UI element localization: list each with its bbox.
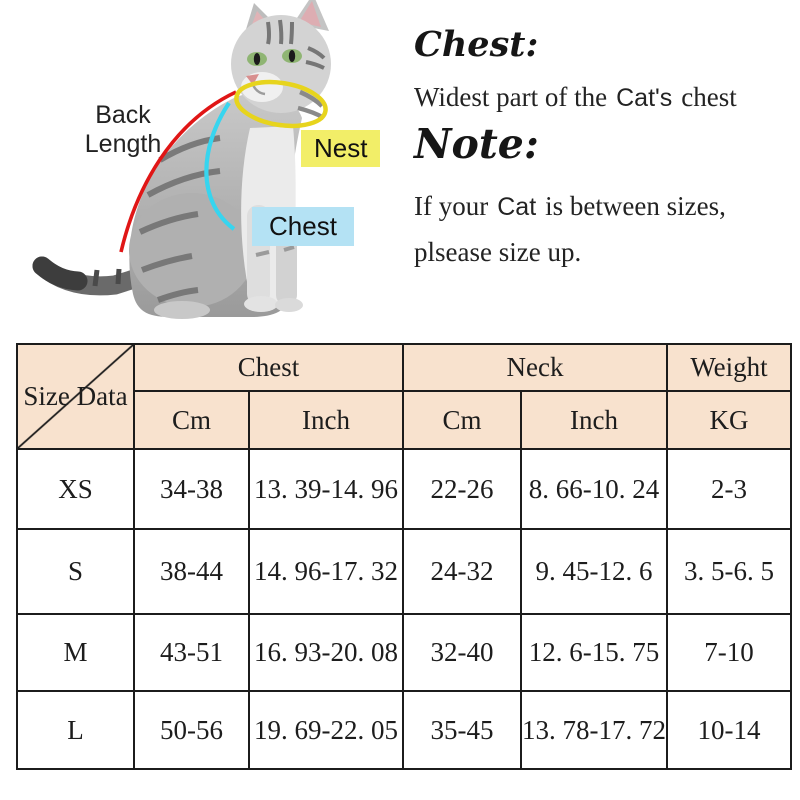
- chest-inch-cell: 19. 69-22. 05: [248, 690, 404, 770]
- cat-photo: [32, 0, 331, 319]
- back-length-label-line1: Back: [95, 101, 151, 129]
- size-cell: L: [16, 690, 135, 770]
- chest-desc-post: chest: [681, 82, 737, 112]
- neck-inch-cell: 9. 45-12. 6: [520, 528, 668, 615]
- size-cell: XS: [16, 448, 135, 530]
- chest-cm-header: Cm: [133, 390, 250, 450]
- weight-kg-cell: 7-10: [666, 613, 792, 692]
- chest-description: Widest part of the Cat's chest: [414, 82, 737, 113]
- cat-eyes: [247, 49, 302, 66]
- neck-cm-cell: 22-26: [402, 448, 522, 530]
- neck-inch-header: Inch: [520, 390, 668, 450]
- size-cell: S: [16, 528, 135, 615]
- size-data-corner-cell: Size Data: [16, 343, 135, 450]
- note-heading: Note:: [414, 120, 539, 168]
- chest-inch-cell: 16. 93-20. 08: [248, 613, 404, 692]
- note-line2: plsease size up.: [414, 237, 582, 267]
- weight-kg-cell: 10-14: [666, 690, 792, 770]
- size-cell: M: [16, 613, 135, 692]
- neck-inch-cell: 12. 6-15. 75: [520, 613, 668, 692]
- size-table-section: Size Data Chest Neck Weight Cm Inch Cm I…: [16, 343, 792, 770]
- chest-inch-cell: 14. 96-17. 32: [248, 528, 404, 615]
- note-line1-pre: If your: [414, 191, 489, 221]
- nest-label: Nest: [301, 130, 381, 167]
- neck-cm-cell: 24-32: [402, 528, 522, 615]
- weight-kg-cell: 2-3: [666, 448, 792, 530]
- chest-desc-pre: Widest part of the: [414, 82, 608, 112]
- neck-group-header: Neck: [402, 343, 668, 392]
- cat-tail: [32, 256, 160, 296]
- neck-cm-cell: 32-40: [402, 613, 522, 692]
- neck-inch-cell: 13. 78-17. 72: [520, 690, 668, 770]
- chest-inch-cell: 13. 39-14. 96: [248, 448, 404, 530]
- chest-inch-header: Inch: [248, 390, 404, 450]
- table-header-row-units: Cm Inch Cm Inch KG: [17, 390, 792, 450]
- chest-desc-cat-word: Cat's: [616, 84, 673, 112]
- weight-kg-header: KG: [666, 390, 792, 450]
- chest-cm-cell: 43-51: [133, 613, 250, 692]
- table-row: M 43-51 16. 93-20. 08 32-40 12. 6-15. 75…: [16, 613, 792, 692]
- note-text: If your Cat is between sizes, plsease size…: [414, 184, 794, 275]
- chest-girth-line: [204, 101, 236, 231]
- size-table: Size Data Chest Neck Weight Cm Inch Cm I…: [16, 343, 792, 770]
- chest-label: Chest: [252, 207, 354, 246]
- weight-kg-cell: 3. 5-6. 5: [666, 528, 792, 615]
- table-row: S 38-44 14. 96-17. 32 24-32 9. 45-12. 6 …: [16, 528, 792, 615]
- chest-cm-cell: 38-44: [133, 528, 250, 615]
- note-line1-post: is between sizes,: [545, 191, 726, 221]
- neck-cm-cell: 35-45: [402, 690, 522, 770]
- back-length-line: [119, 90, 237, 253]
- note-line1-cat-word: Cat: [497, 193, 537, 221]
- weight-group-header: Weight: [666, 343, 792, 392]
- neck-inch-cell: 8. 66-10. 24: [520, 448, 668, 530]
- back-length-label: Back Length: [58, 101, 188, 159]
- cat-nose: [246, 74, 259, 85]
- chest-cm-cell: 50-56: [133, 690, 250, 770]
- chest-cm-cell: 34-38: [133, 448, 250, 530]
- chest-group-header: Chest: [133, 343, 404, 392]
- back-length-label-line2: Length: [84, 130, 162, 158]
- cat-measurement-diagram: Back Length Nest Chest: [0, 0, 400, 335]
- table-row: XS 34-38 13. 39-14. 96 22-26 8. 66-10. 2…: [16, 448, 792, 530]
- neck-ring: [234, 79, 328, 129]
- table-row: L 50-56 19. 69-22. 05 35-45 13. 78-17. 7…: [16, 690, 792, 770]
- table-header-row-groups: Size Data Chest Neck Weight: [16, 343, 792, 450]
- chest-heading: Chest:: [414, 24, 539, 65]
- neck-cm-header: Cm: [402, 390, 522, 450]
